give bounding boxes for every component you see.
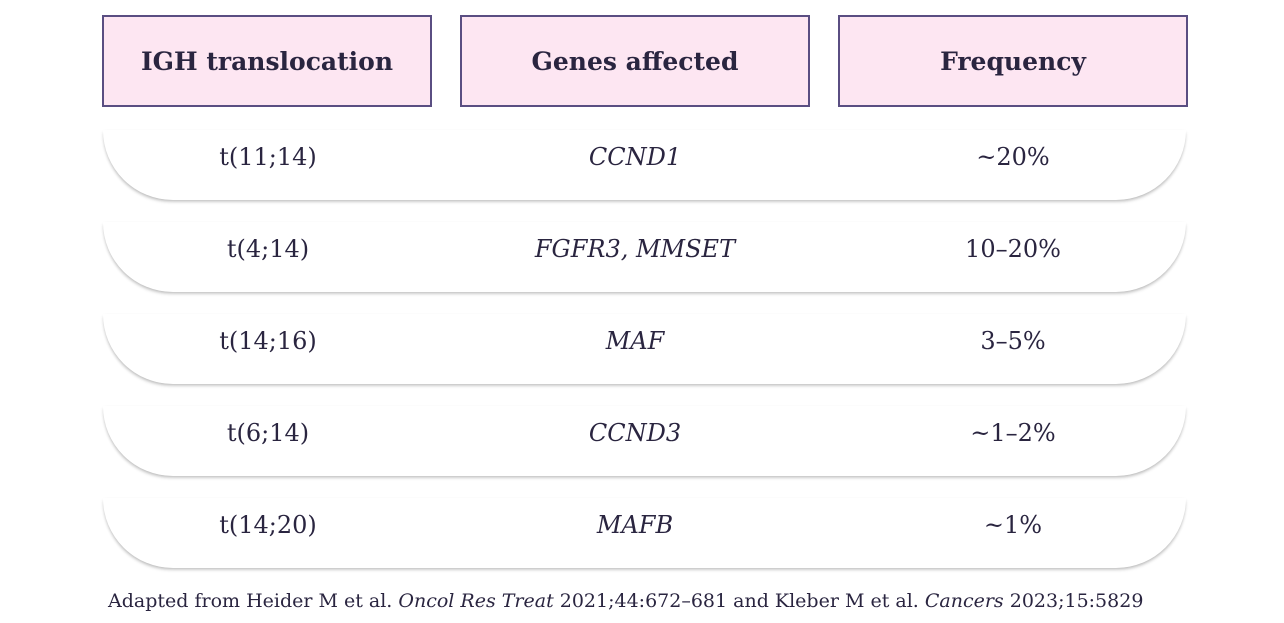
frequency-cell: ~1% [983, 511, 1043, 539]
footnote-prefix: Adapted from Heider M et al. [108, 590, 399, 612]
source-footnote: Adapted from Heider M et al. Oncol Res T… [108, 590, 1143, 612]
footnote-journal-1: Oncol Res Treat [398, 590, 554, 612]
genes-cell: FGFR3, MMSET [534, 235, 736, 263]
footnote-citation-1: 2021;44:672–681 and Kleber M et al. [553, 590, 925, 612]
frequency-cell: ~20% [976, 143, 1050, 171]
table-row: t(6;14) CCND3 ~1–2% [103, 406, 1186, 476]
translocation-cell: t(14;20) [219, 511, 317, 539]
header-genes-affected: Genes affected [460, 15, 810, 107]
header-igh-translocation: IGH translocation [102, 15, 432, 107]
genes-cell: CCND3 [588, 419, 682, 447]
translocation-cell: t(14;16) [219, 327, 317, 355]
translocation-cell: t(4;14) [226, 235, 310, 263]
translocation-cell: t(6;14) [226, 419, 310, 447]
frequency-cell: 10–20% [965, 235, 1061, 263]
genes-cell: MAF [605, 327, 665, 355]
footnote-citation-2: 2023;15:5829 [1003, 590, 1144, 612]
frequency-cell: 3–5% [980, 327, 1046, 355]
genes-cell: MAFB [596, 511, 674, 539]
table-row: t(14;16) MAF 3–5% [103, 314, 1186, 384]
genes-cell: CCND1 [588, 143, 682, 171]
table-row: t(14;20) MAFB ~1% [103, 498, 1186, 568]
table-row: t(11;14) CCND1 ~20% [103, 130, 1186, 200]
translocation-cell: t(11;14) [219, 143, 317, 171]
table-row: t(4;14) FGFR3, MMSET 10–20% [103, 222, 1186, 292]
frequency-cell: ~1–2% [970, 419, 1056, 447]
footnote-journal-2: Cancers [924, 590, 1004, 612]
header-frequency: Frequency [838, 15, 1188, 107]
